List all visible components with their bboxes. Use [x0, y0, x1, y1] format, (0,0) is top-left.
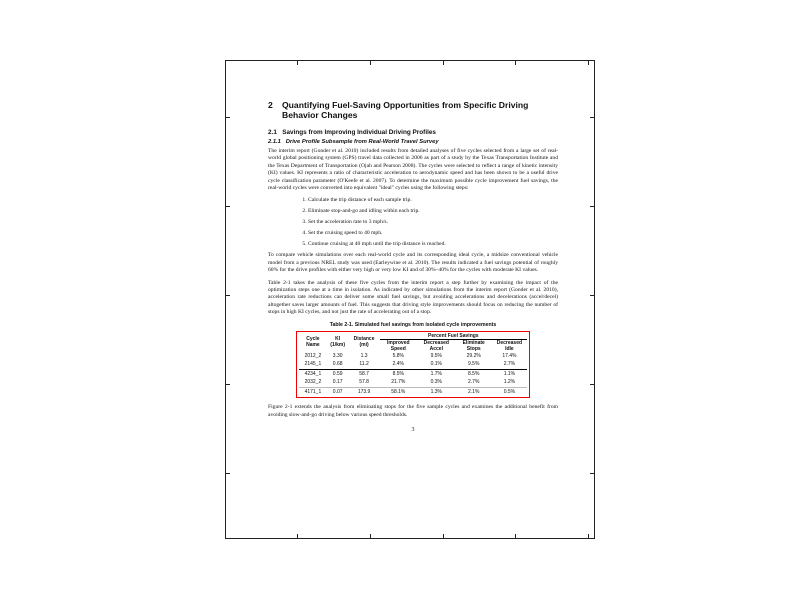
- table-cell: 0.3%: [430, 379, 442, 386]
- subsection-number: 2.1: [268, 129, 277, 136]
- highlighted-table-box: Cycle Name KI (1/km) Distance (mi) Perce…: [296, 330, 530, 399]
- axis-tick: [590, 384, 595, 385]
- axis-tick: [590, 295, 595, 296]
- axis-tick: [590, 206, 595, 207]
- section-heading: 2 Quantifying Fuel-Saving Opportunities f…: [268, 100, 558, 120]
- subsection-heading: 2.1 Savings from Improving Individual Dr…: [268, 129, 558, 136]
- fuel-savings-table: Cycle Name KI (1/km) Distance (mi) Perce…: [299, 332, 527, 397]
- subsubsection-number: 2.1.1: [268, 139, 281, 145]
- axis-tick: [225, 473, 230, 474]
- step-item: Eliminate stop-and-go and idling within …: [308, 208, 558, 215]
- header-distance: Distance (mi): [353, 336, 375, 349]
- table-cell: 1.3%: [416, 386, 456, 397]
- page-number: 3: [411, 427, 415, 433]
- step-item: Calculate the trip distance of each samp…: [308, 197, 558, 204]
- section-title: Quantifying Fuel-Saving Opportunities fr…: [282, 100, 529, 120]
- axis-tick: [515, 534, 516, 539]
- table-cell: 2032_2: [304, 379, 322, 386]
- axis-tick: [225, 295, 230, 296]
- paragraph-2: To compare vehicle simulations over each…: [268, 252, 558, 274]
- table-caption: Table 2-1. Simulated fuel savings from i…: [329, 321, 497, 328]
- header-cycle: Cycle Name: [306, 336, 320, 349]
- header-eliminate-stops: Eliminate Stops: [462, 339, 485, 352]
- axis-tick: [225, 384, 230, 385]
- axis-tick: [297, 534, 298, 539]
- table-cell: 58.1%: [379, 386, 417, 397]
- axis-tick: [370, 534, 371, 539]
- table-cell: 17.4%: [502, 352, 517, 359]
- axis-tick: [590, 117, 595, 118]
- table-cell: 8.5%: [379, 368, 417, 379]
- table-row: 4171_1 0.07 173.9 58.1% 1.3% 2.1% 0.5%: [299, 386, 527, 397]
- table-row: 4234_1 0.59 58.7 8.5% 1.7% 8.5% 1.1%: [299, 368, 527, 379]
- table-cell: 1.1%: [491, 368, 527, 379]
- axis-tick: [370, 60, 371, 65]
- axis-tick: [588, 534, 589, 539]
- table-cell: 2.1%: [455, 386, 492, 397]
- subsubsection-title: Drive Profile Subsample from Real-World …: [285, 139, 439, 145]
- section-number: 2: [268, 100, 273, 110]
- header-decreased-accel: Decreased Accel: [423, 339, 449, 352]
- table-cell: 1.3: [360, 352, 368, 359]
- axis-tick: [590, 473, 595, 474]
- axis-tick: [297, 60, 298, 65]
- table-cell: 9.5%: [468, 361, 480, 368]
- table-cell: 11.2: [359, 361, 369, 368]
- document-page: 2 Quantifying Fuel-Saving Opportunities f…: [268, 100, 558, 433]
- header-ki: KI (1/km): [330, 336, 346, 349]
- table-cell: 1.7%: [416, 368, 456, 379]
- table-row: 2145_1 0.68 11.2 2.4% 0.1% 9.5% 2.7%: [299, 360, 527, 369]
- axis-tick: [588, 60, 589, 65]
- step-item: Continue cruising at 40 mph until the tr…: [308, 241, 558, 248]
- page-frame: [225, 60, 595, 539]
- table-cell: 0.17: [332, 379, 343, 386]
- table-cell: 57.8: [359, 379, 369, 386]
- table-cell: 2145_1: [304, 361, 322, 368]
- table-cell: 1.2%: [503, 379, 516, 386]
- table-cell: 4234_1: [299, 368, 327, 379]
- table-cell: 4171_1: [299, 386, 327, 397]
- table-cell: 0.59: [326, 368, 349, 379]
- table-cell: 0.1%: [430, 361, 442, 368]
- table-cell: 2.4%: [392, 361, 404, 368]
- axis-tick: [225, 117, 230, 118]
- axis-tick: [515, 60, 516, 65]
- subsubsection-heading: 2.1.1 Drive Profile Subsample from Real-…: [268, 139, 558, 145]
- table-cell: 2.7%: [503, 361, 516, 368]
- subsection-title: Savings from Improving Individual Drivin…: [282, 129, 436, 136]
- step-item: Set the acceleration rate to 3 mph/s.: [308, 219, 558, 226]
- table-cell: 173.9: [348, 386, 380, 397]
- axis-tick: [443, 60, 444, 65]
- step-item: Set the cruising speed to 40 mph.: [308, 230, 558, 237]
- table-cell: 2.7%: [468, 379, 480, 386]
- table-cell: 21.7%: [391, 379, 406, 386]
- table-cell: 0.07: [326, 386, 349, 397]
- paragraph-1: The interim report (Gonder et al. 2010) …: [268, 148, 558, 192]
- table-cell: 5.8%: [392, 352, 404, 359]
- table-body: 2012_2 3.30 1.3 5.8% 9.5% 29.2% 17.4% 2145_1 0.6…: [299, 352, 527, 397]
- axis-tick: [225, 206, 230, 207]
- table-cell: 29.2%: [466, 352, 481, 359]
- header-percent-fuel-savings: Percent Fuel Savings: [379, 332, 527, 340]
- table-cell: 2012_2: [304, 352, 322, 359]
- table-cell: 3.30: [332, 352, 343, 359]
- paragraph-4: Figure 2-1 extends the analysis from eli…: [268, 404, 558, 418]
- axis-tick: [443, 534, 444, 539]
- table-cell: 8.5%: [455, 368, 492, 379]
- header-improved-speed: Improved Speed: [387, 339, 410, 352]
- table-cell: 9.5%: [430, 352, 442, 359]
- table-cell: 0.68: [332, 361, 343, 368]
- steps-list: Calculate the trip distance of each samp…: [268, 197, 558, 248]
- table-cell: 58.7: [348, 368, 380, 379]
- table-cell: 0.5%: [491, 386, 527, 397]
- header-decreased-idle: Decreased Idle: [496, 339, 523, 352]
- paragraph-3: Table 2-1 takes the analysis of these fi…: [268, 279, 558, 316]
- table-row: 2012_2 3.30 1.3 5.8% 9.5% 29.2% 17.4%: [299, 352, 527, 361]
- table-row: 2032_2 0.17 57.8 21.7% 0.3% 2.7% 1.2%: [299, 378, 527, 387]
